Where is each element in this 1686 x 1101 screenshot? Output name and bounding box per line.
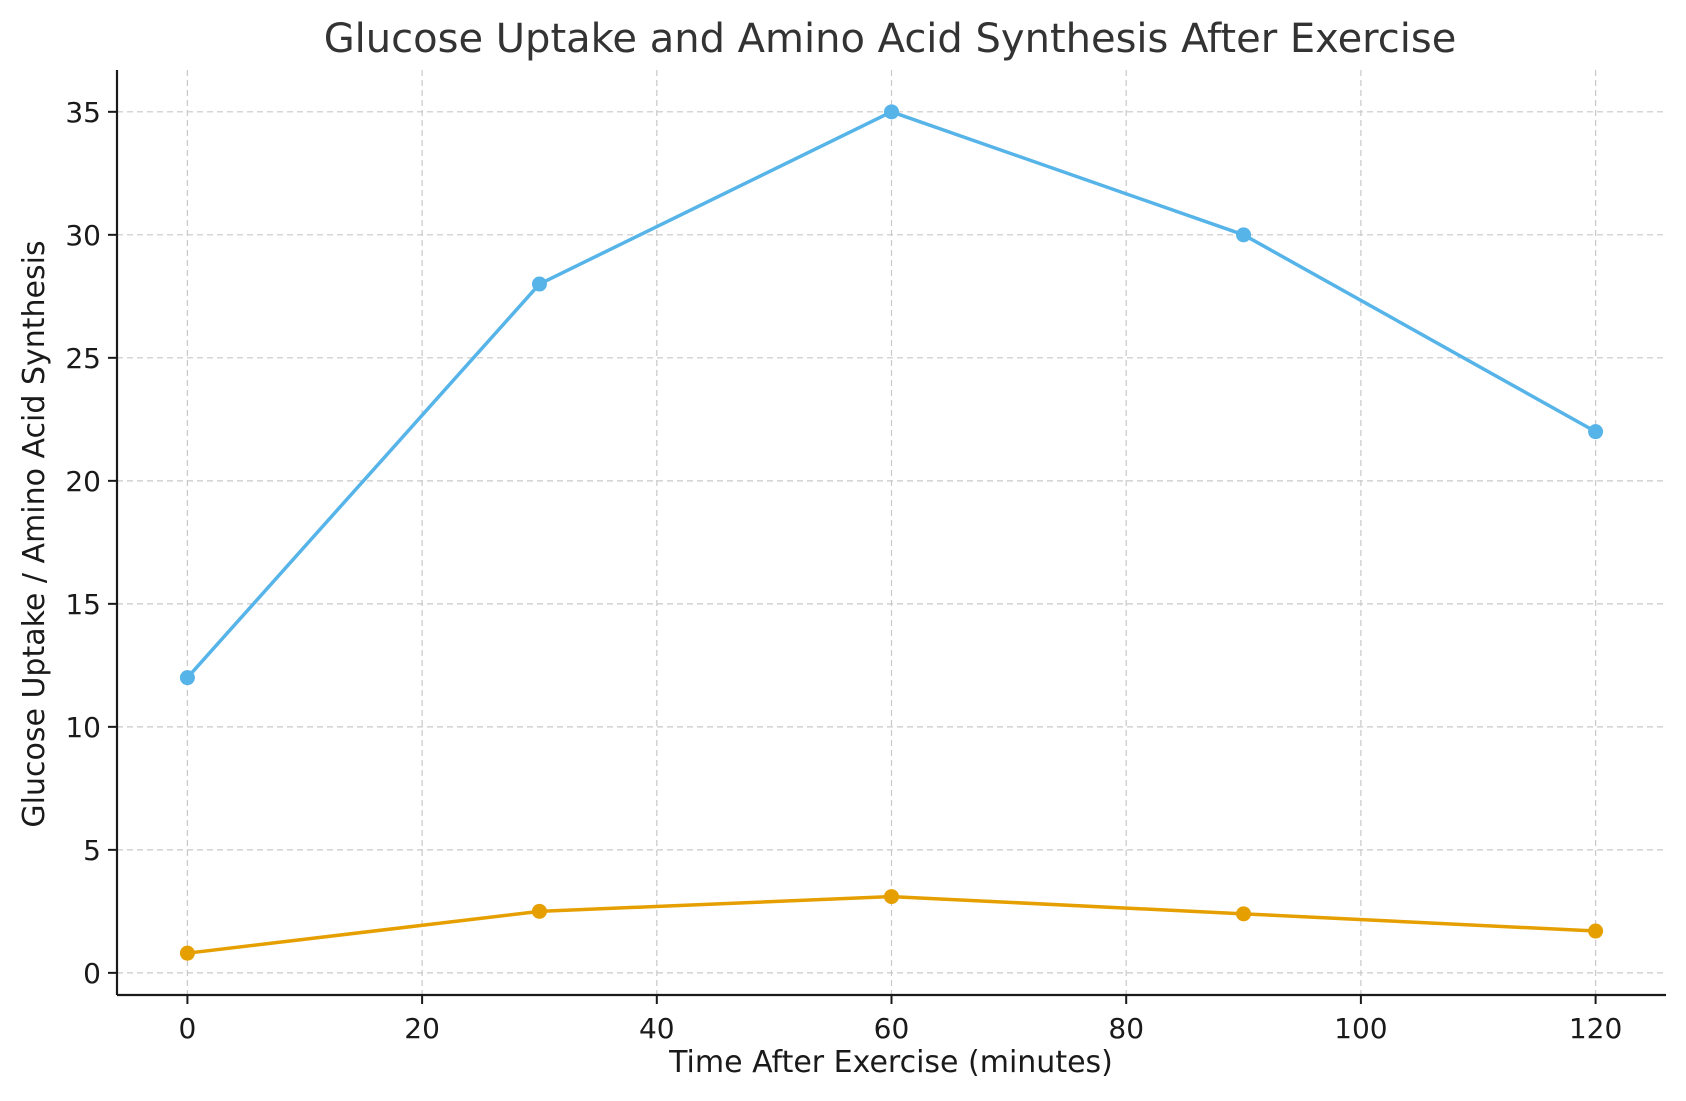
- y-tick-label: 10: [65, 711, 101, 744]
- x-tick-label: 100: [1334, 1012, 1387, 1045]
- x-tick-label: 120: [1569, 1012, 1622, 1045]
- grid: [117, 70, 1666, 995]
- y-tick-label: 20: [65, 465, 101, 498]
- series-layer: [179, 104, 1604, 961]
- chart-title: Glucose Uptake and Amino Acid Synthesis …: [324, 16, 1457, 62]
- x-tick-label: 0: [178, 1012, 196, 1045]
- x-tick-label: 80: [1108, 1012, 1144, 1045]
- series-2-point: [884, 889, 899, 905]
- y-tick-label: 15: [65, 588, 101, 621]
- axes: 0 20 40 60 80 100 120 0 5 10 15 20 25 30 35: [65, 70, 1666, 1045]
- series-2-point: [1236, 906, 1252, 922]
- x-tick-label: 40: [639, 1012, 675, 1045]
- series-2-point: [1588, 923, 1604, 939]
- y-tick-label: 35: [65, 96, 101, 129]
- series-1-point: [884, 104, 899, 120]
- y-tick-label: 25: [65, 342, 101, 375]
- y-tick-label: 30: [65, 219, 101, 252]
- series-1-point: [1588, 424, 1604, 440]
- series-1-point: [1236, 227, 1252, 243]
- y-axis-label: Glucose Uptake / Amino Acid Synthesis: [17, 240, 52, 827]
- y-tick-label: 5: [83, 834, 101, 867]
- y-tick-label: 0: [83, 957, 101, 990]
- series-2-point: [531, 903, 547, 919]
- series-1-point: [531, 276, 547, 292]
- x-tick-label: 60: [874, 1012, 910, 1045]
- x-tick-label: 20: [404, 1012, 440, 1045]
- series-2-point: [179, 945, 195, 961]
- x-axis-label: Time After Exercise (minutes): [668, 1045, 1113, 1080]
- series-1-point: [179, 670, 195, 686]
